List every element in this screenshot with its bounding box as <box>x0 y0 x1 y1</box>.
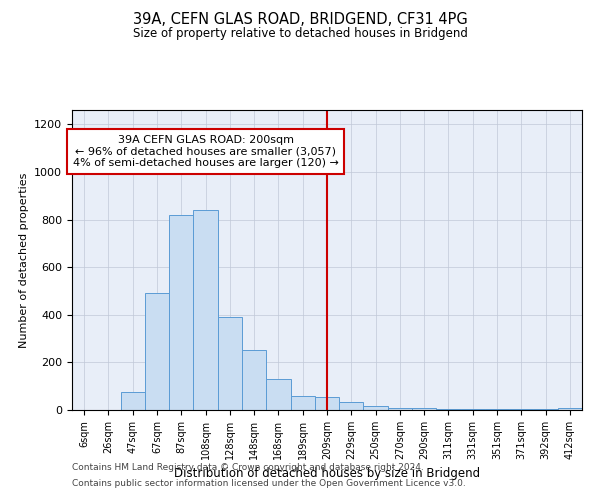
Text: 39A, CEFN GLAS ROAD, BRIDGEND, CF31 4PG: 39A, CEFN GLAS ROAD, BRIDGEND, CF31 4PG <box>133 12 467 28</box>
Bar <box>364 406 388 410</box>
Text: 39A CEFN GLAS ROAD: 200sqm
← 96% of detached houses are smaller (3,057)
4% of se: 39A CEFN GLAS ROAD: 200sqm ← 96% of deta… <box>73 135 338 168</box>
Bar <box>242 350 266 410</box>
Bar <box>266 379 290 410</box>
Text: Size of property relative to detached houses in Bridgend: Size of property relative to detached ho… <box>133 28 467 40</box>
Bar <box>436 408 461 410</box>
Bar <box>339 402 364 410</box>
Bar <box>388 408 412 410</box>
Text: Contains public sector information licensed under the Open Government Licence v3: Contains public sector information licen… <box>72 478 466 488</box>
Bar <box>145 294 169 410</box>
Bar <box>169 215 193 410</box>
Bar <box>121 392 145 410</box>
Bar <box>193 210 218 410</box>
Bar <box>558 408 582 410</box>
Y-axis label: Number of detached properties: Number of detached properties <box>19 172 29 348</box>
Bar <box>315 397 339 410</box>
Bar <box>218 317 242 410</box>
Bar <box>290 396 315 410</box>
Bar <box>412 408 436 410</box>
X-axis label: Distribution of detached houses by size in Bridgend: Distribution of detached houses by size … <box>174 468 480 480</box>
Text: Contains HM Land Registry data © Crown copyright and database right 2024.: Contains HM Land Registry data © Crown c… <box>72 464 424 472</box>
